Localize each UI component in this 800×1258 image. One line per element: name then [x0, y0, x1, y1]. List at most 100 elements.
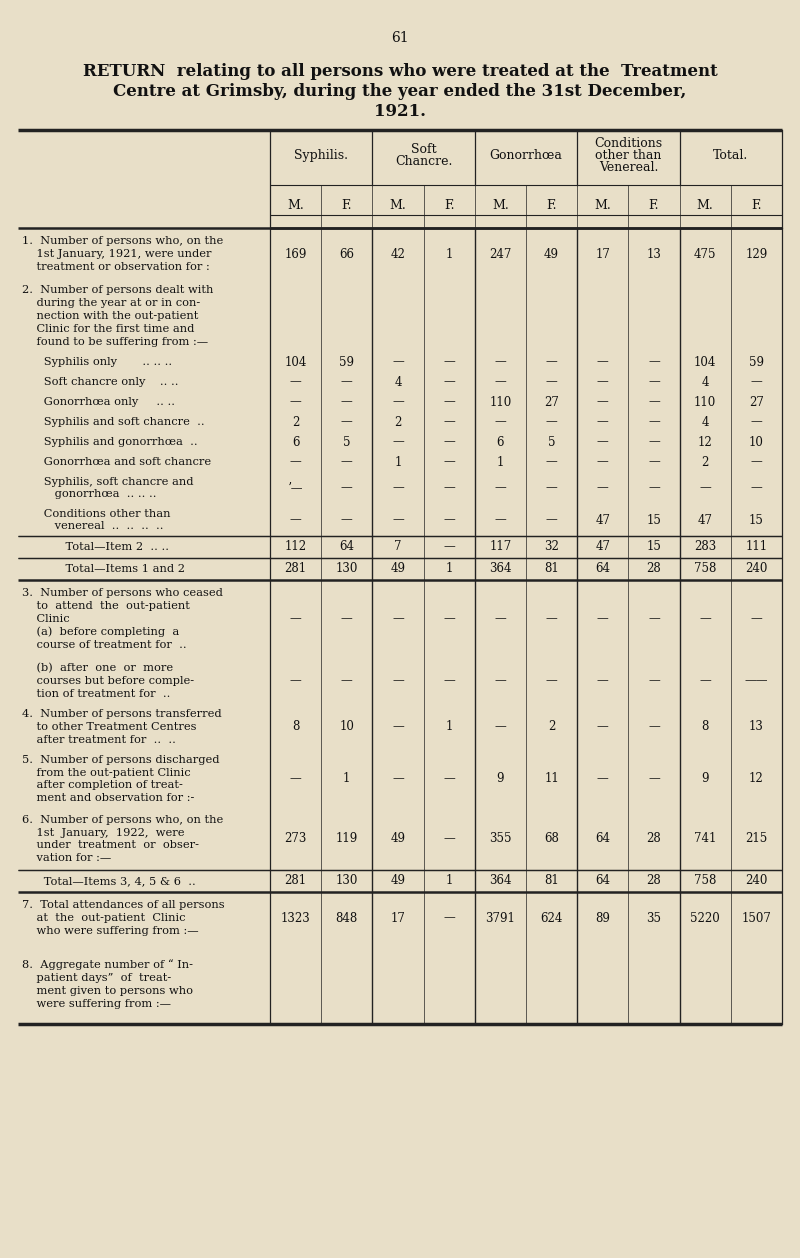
Text: —: — [494, 513, 506, 527]
Text: —: — [443, 772, 455, 785]
Text: 59: 59 [339, 356, 354, 369]
Text: —: — [290, 772, 302, 785]
Text: M.: M. [594, 199, 611, 213]
Text: Syphilis and gonorrhœa  ..: Syphilis and gonorrhœa .. [22, 437, 198, 447]
Text: 8: 8 [292, 721, 299, 733]
Text: 1921.: 1921. [374, 103, 426, 121]
Text: Syphilis and soft chancre  ..: Syphilis and soft chancre .. [22, 416, 205, 426]
Text: F.: F. [546, 199, 557, 213]
Text: 13: 13 [749, 721, 764, 733]
Text: 240: 240 [746, 874, 767, 887]
Text: —: — [290, 375, 302, 389]
Text: —: — [699, 674, 711, 688]
Text: F.: F. [751, 199, 762, 213]
Text: 758: 758 [694, 874, 716, 887]
Text: —: — [341, 375, 353, 389]
Text: 281: 281 [285, 874, 306, 887]
Text: 247: 247 [490, 248, 511, 260]
Text: —: — [341, 482, 353, 494]
Text: —: — [392, 356, 404, 369]
Text: 27: 27 [544, 395, 559, 409]
Text: —: — [494, 482, 506, 494]
Text: —: — [443, 455, 455, 468]
Text: 110: 110 [694, 395, 716, 409]
Text: —: — [341, 613, 353, 625]
Text: 9: 9 [497, 772, 504, 785]
Text: 13: 13 [646, 248, 662, 260]
Text: —: — [494, 415, 506, 429]
Text: 49: 49 [390, 562, 406, 575]
Text: 9: 9 [702, 772, 709, 785]
Text: 4: 4 [702, 415, 709, 429]
Text: 32: 32 [544, 541, 559, 554]
Text: —: — [392, 613, 404, 625]
Text: —: — [494, 356, 506, 369]
Text: 104: 104 [285, 356, 306, 369]
Text: 283: 283 [694, 541, 716, 554]
Text: —: — [443, 513, 455, 527]
Text: (b)  after  one  or  more
    courses but before comple-
    tion of treatment f: (b) after one or more courses but before… [22, 663, 194, 699]
Text: 6: 6 [292, 435, 299, 449]
Text: —: — [648, 482, 660, 494]
Text: 1: 1 [446, 562, 453, 575]
Text: 2: 2 [548, 721, 555, 733]
Text: —: — [597, 435, 609, 449]
Text: Syphilis only       .. .. ..: Syphilis only .. .. .. [22, 357, 172, 367]
Text: Total.: Total. [713, 148, 749, 162]
Text: —: — [392, 395, 404, 409]
Text: 17: 17 [390, 912, 406, 925]
Text: M.: M. [492, 199, 509, 213]
Text: 5: 5 [548, 435, 555, 449]
Text: 624: 624 [541, 912, 562, 925]
Text: —: — [597, 395, 609, 409]
Text: —: — [597, 674, 609, 688]
Text: 4: 4 [394, 375, 402, 389]
Text: 4: 4 [702, 375, 709, 389]
Text: 2: 2 [702, 455, 709, 468]
Text: —: — [443, 415, 455, 429]
Text: 28: 28 [646, 874, 662, 887]
Text: Syphilis, soft chancre and
         gonorrhœa  .. .. ..: Syphilis, soft chancre and gonorrhœa .. … [22, 477, 194, 499]
Text: Gonorrhœa: Gonorrhœa [490, 148, 562, 162]
Text: —: — [648, 455, 660, 468]
Text: Gonorrhœa and soft chancre: Gonorrhœa and soft chancre [22, 457, 211, 467]
Text: M.: M. [390, 199, 406, 213]
Text: 273: 273 [285, 833, 306, 845]
Text: —: — [750, 613, 762, 625]
Text: 17: 17 [595, 248, 610, 260]
Text: —: — [341, 395, 353, 409]
Text: Total—Item 2  .. ..: Total—Item 2 .. .. [22, 542, 169, 552]
Text: 7: 7 [394, 541, 402, 554]
Text: —: — [597, 356, 609, 369]
Text: —: — [443, 356, 455, 369]
Text: 5.  Number of persons discharged
    from the out-patient Clinic
    after compl: 5. Number of persons discharged from the… [22, 755, 219, 803]
Text: —: — [443, 613, 455, 625]
Text: 4.  Number of persons transferred
    to other Treatment Centres
    after treat: 4. Number of persons transferred to othe… [22, 710, 222, 745]
Text: —: — [750, 415, 762, 429]
Text: 47: 47 [595, 541, 610, 554]
Text: 35: 35 [646, 912, 662, 925]
Text: —: — [546, 375, 558, 389]
Text: 104: 104 [694, 356, 716, 369]
Text: —: — [392, 772, 404, 785]
Text: 1: 1 [446, 874, 453, 887]
Text: 169: 169 [285, 248, 306, 260]
Text: —: — [290, 455, 302, 468]
Text: —: — [597, 721, 609, 733]
Text: Venereal.: Venereal. [598, 161, 658, 174]
Text: 364: 364 [489, 562, 512, 575]
Text: 81: 81 [544, 562, 559, 575]
Text: —: — [648, 415, 660, 429]
Text: —: — [699, 482, 711, 494]
Text: 3791: 3791 [486, 912, 515, 925]
Text: 1: 1 [446, 721, 453, 733]
Text: 6.  Number of persons who, on the
    1st  January,  1922,  were
    under  trea: 6. Number of persons who, on the 1st Jan… [22, 815, 223, 863]
Text: 1.  Number of persons who, on the
    1st January, 1921, were under
    treatmen: 1. Number of persons who, on the 1st Jan… [22, 237, 223, 272]
Text: 355: 355 [489, 833, 512, 845]
Text: —: — [750, 375, 762, 389]
Text: ——: —— [745, 674, 768, 688]
Text: —: — [443, 912, 455, 925]
Text: 2.  Number of persons dealt with
    during the year at or in con-
    nection w: 2. Number of persons dealt with during t… [22, 286, 214, 347]
Text: —: — [699, 613, 711, 625]
Text: —: — [392, 721, 404, 733]
